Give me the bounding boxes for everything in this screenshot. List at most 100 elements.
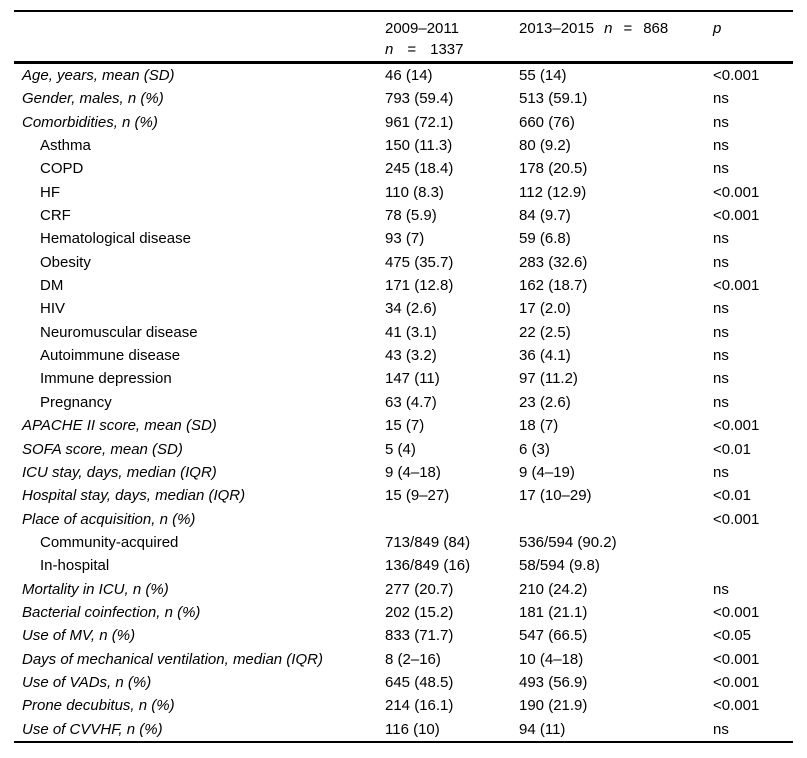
period2-value-cell: 283 (32.6) <box>519 253 588 271</box>
p-value-cell: <0.001 <box>713 277 760 295</box>
period1-value-cell: 150 (11.3) <box>385 137 453 155</box>
row-label-cell: CRF <box>40 207 71 225</box>
p-value-cell: <0.001 <box>713 207 760 225</box>
row-label-cell: COPD <box>40 160 84 178</box>
period2-value-cell: 59 (6.8) <box>519 230 571 248</box>
table-row: Mortality in ICU, n (%) 277 (20.7) 210 (… <box>14 578 793 601</box>
table-row: Bacterial coinfection, n (%) 202 (15.2) … <box>14 601 793 624</box>
row-label-cell: DM <box>40 277 64 295</box>
table-row: ICU stay, days, median (IQR) 9 (4–18) 9 … <box>14 461 793 484</box>
period2-range: 2013–2015 <box>519 20 595 37</box>
period1-equals: = <box>407 41 417 58</box>
header-row: 2009–2011 n = 1337 2013–2015 n = 868 p <box>14 11 793 63</box>
period1-value-cell: 9 (4–18) <box>385 463 441 481</box>
row-label-cell: Hospital stay, days, median (IQR) <box>22 487 246 505</box>
period1-n-label: n <box>385 41 394 58</box>
table-row: Prone decubitus, n (%) 214 (16.1) 190 (2… <box>14 694 793 717</box>
period1-value-cell: 15 (9–27) <box>385 487 450 505</box>
period2-value-cell: 94 (11) <box>519 720 566 738</box>
p-value-cell: ns <box>713 347 729 365</box>
period1-value-cell: 41 (3.1) <box>385 323 437 341</box>
period1-value-cell: 34 (2.6) <box>385 300 437 318</box>
row-label-cell: Mortality in ICU, n (%) <box>22 580 169 598</box>
comparison-table: 2009–2011 n = 1337 2013–2015 n = 868 p Age, y… <box>14 10 793 743</box>
col-header-period2: 2013–2015 n = 868 <box>519 11 713 63</box>
row-label-cell: In-hospital <box>40 557 110 575</box>
row-label-cell: Use of VADs, n (%) <box>22 673 152 691</box>
period2-n-label: n <box>604 20 613 37</box>
col-header-p: p <box>713 20 722 37</box>
period1-value-cell: 171 (12.8) <box>385 277 454 295</box>
period1-value-cell: 116 (10) <box>385 720 440 738</box>
period2-value-cell: 547 (66.5) <box>519 627 588 645</box>
row-label-cell: Gender, males, n (%) <box>22 90 164 108</box>
table-row: Place of acquisition, n (%) <0.001 <box>14 508 793 531</box>
table-row: Use of CVVHF, n (%) 116 (10) 94 (11) ns <box>14 718 793 742</box>
p-value-cell: <0.001 <box>713 697 760 715</box>
comparison-table-container: 2009–2011 n = 1337 2013–2015 n = 868 p Age, y… <box>14 10 793 743</box>
period2-value-cell: 178 (20.5) <box>519 160 588 178</box>
period1-value-cell: 110 (8.3) <box>385 183 444 201</box>
table-row: Use of MV, n (%) 833 (71.7) 547 (66.5) <… <box>14 624 793 647</box>
period2-value-cell: 660 (76) <box>519 113 575 131</box>
period1-range: 2009–2011 <box>385 20 459 37</box>
period1-value-cell <box>385 508 519 531</box>
period1-value-cell: 277 (20.7) <box>385 580 454 598</box>
row-label-cell: Autoimmune disease <box>40 347 181 365</box>
period1-value-cell: 136/849 (16) <box>385 557 471 575</box>
period2-equals: = <box>623 20 633 37</box>
row-label-cell: Use of CVVHF, n (%) <box>22 720 163 738</box>
row-label-cell: Use of MV, n (%) <box>22 627 136 645</box>
table-header: 2009–2011 n = 1337 2013–2015 n = 868 p <box>14 11 793 63</box>
row-label-cell: Bacterial coinfection, n (%) <box>22 603 201 621</box>
table-row: APACHE II score, mean (SD) 15 (7) 18 (7)… <box>14 414 793 437</box>
period1-value-cell: 93 (7) <box>385 230 425 248</box>
table-row: Neuromuscular disease 41 (3.1) 22 (2.5) … <box>14 321 793 344</box>
table-row: Hematological disease 93 (7) 59 (6.8) ns <box>14 227 793 250</box>
period2-value-cell: 112 (12.9) <box>519 183 587 201</box>
table-row: HF 110 (8.3) 112 (12.9) <0.001 <box>14 181 793 204</box>
col-header-period1: 2009–2011 n = 1337 <box>385 11 519 63</box>
table-body: Age, years, mean (SD) 46 (14) 55 (14) <0… <box>14 63 793 742</box>
period2-value-cell: 55 (14) <box>519 67 567 84</box>
p-value-cell: ns <box>713 463 729 481</box>
p-value-cell: ns <box>713 90 729 108</box>
p-value-cell: <0.001 <box>713 673 760 691</box>
p-value-cell: <0.01 <box>713 487 751 505</box>
row-label-cell: Obesity <box>40 253 91 271</box>
p-value-cell: <0.001 <box>713 67 760 84</box>
table-row: Gender, males, n (%) 793 (59.4) 513 (59.… <box>14 87 793 110</box>
row-label-cell: Asthma <box>40 137 91 155</box>
p-value-cell: <0.01 <box>713 440 751 458</box>
period1-value-cell: 15 (7) <box>385 417 425 435</box>
p-value-cell: <0.001 <box>713 417 760 435</box>
period2-value-cell: 6 (3) <box>519 440 550 458</box>
period1-n-value: 1337 <box>430 41 464 58</box>
period2-value-cell: 9 (4–19) <box>519 463 575 481</box>
table-row: Pregnancy 63 (4.7) 23 (2.6) ns <box>14 391 793 414</box>
table-row: Hospital stay, days, median (IQR) 15 (9–… <box>14 484 793 507</box>
p-value-cell: <0.001 <box>713 183 760 201</box>
table-row: Age, years, mean (SD) 46 (14) 55 (14) <0… <box>14 63 793 88</box>
period2-value-cell: 162 (18.7) <box>519 277 588 295</box>
period1-value-cell: 475 (35.7) <box>385 253 454 271</box>
row-label-cell: Neuromuscular disease <box>40 323 198 341</box>
p-value-cell: ns <box>713 323 729 341</box>
p-value-cell: <0.001 <box>713 603 760 621</box>
period2-value-cell: 23 (2.6) <box>519 393 571 411</box>
row-label-cell: Days of mechanical ventilation, median (… <box>22 650 323 668</box>
period2-value-cell: 493 (56.9) <box>519 673 588 691</box>
row-label-cell: SOFA score, mean (SD) <box>22 440 183 458</box>
period1-value-cell: 833 (71.7) <box>385 627 454 645</box>
period2-value-cell: 17 (10–29) <box>519 487 592 505</box>
period2-n-value: 868 <box>643 20 669 37</box>
period2-value-cell: 22 (2.5) <box>519 323 571 341</box>
period1-value-cell: 214 (16.1) <box>385 697 454 715</box>
p-value-cell: ns <box>713 253 729 271</box>
p-value-cell: ns <box>713 580 729 598</box>
table-row: DM 171 (12.8) 162 (18.7) <0.001 <box>14 274 793 297</box>
period1-value-cell: 645 (48.5) <box>385 673 454 691</box>
p-value-cell: ns <box>713 720 729 738</box>
table-row: Obesity 475 (35.7) 283 (32.6) ns <box>14 251 793 274</box>
p-value-cell <box>713 531 793 554</box>
